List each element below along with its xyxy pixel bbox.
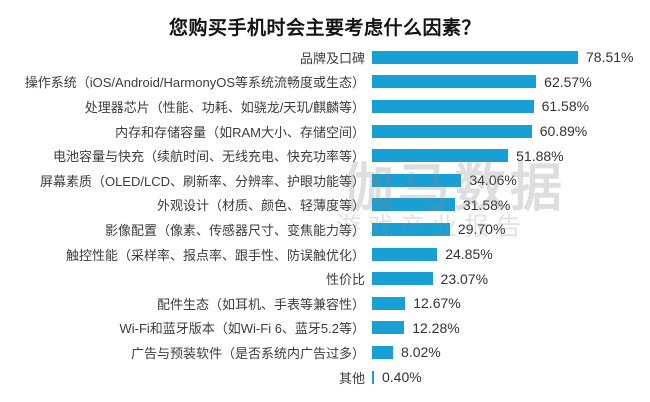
bar bbox=[372, 99, 534, 113]
bar bbox=[372, 75, 537, 89]
category-label: 性价比 bbox=[325, 272, 365, 288]
category-label: 配件生态（如耳机、手表等兼容性） bbox=[156, 296, 365, 312]
category-label: 电池容量与快充（续航时间、无线充电、快充功率等） bbox=[52, 149, 365, 165]
bar-wrap: 34.06% bbox=[372, 172, 650, 188]
chart-row: 触控性能（采样率、报点率、跟手性、防误触优化） 24.85% bbox=[0, 242, 650, 267]
category-label: 广告与预装软件（是否系统内广告过多） bbox=[130, 345, 365, 361]
category-label: Wi-Fi和蓝牙版本（如Wi-Fi 6、蓝牙5.2等） bbox=[119, 321, 365, 337]
chart-row: 影像配置（像素、传感器尺寸、变焦能力等） 29.70% bbox=[0, 217, 650, 242]
chart-row: Wi-Fi和蓝牙版本（如Wi-Fi 6、蓝牙5.2等） 12.28% bbox=[0, 316, 650, 341]
category-label: 品牌及口碑 bbox=[299, 50, 365, 66]
bar-wrap: 12.67% bbox=[372, 295, 650, 311]
category-label: 屏幕素质（OLED/LCD、刷新率、分辨率、护眼功能等） bbox=[39, 173, 365, 189]
bar-wrap: 12.28% bbox=[372, 320, 650, 336]
value-label: 60.89% bbox=[539, 123, 588, 140]
bar-wrap: 8.02% bbox=[372, 344, 650, 360]
category-label: 外观设计（材质、颜色、轻薄度等） bbox=[156, 198, 365, 214]
category-label: 操作系统（iOS/Android/HarmonyOS等系统流畅度或生态） bbox=[24, 75, 365, 91]
value-label: 23.07% bbox=[440, 270, 489, 287]
chart-row: 配件生态（如耳机、手表等兼容性） 12.67% bbox=[0, 291, 650, 316]
chart-row: 其他 0.40% bbox=[0, 365, 650, 390]
chart-row: 广告与预装软件（是否系统内广告过多） 8.02% bbox=[0, 340, 650, 365]
bar-rows: 品牌及口碑 78.51% 操作系统（iOS/Android/HarmonyOS等系统… bbox=[0, 45, 650, 389]
bar bbox=[372, 173, 462, 187]
bar-wrap: 31.58% bbox=[372, 197, 650, 213]
bar-wrap: 0.40% bbox=[372, 369, 650, 385]
bar bbox=[372, 124, 532, 138]
value-label: 8.02% bbox=[401, 344, 441, 361]
chart-row: 操作系统（iOS/Android/HarmonyOS等系统流畅度或生态） 62.5… bbox=[0, 70, 650, 95]
value-label: 29.70% bbox=[457, 221, 506, 238]
value-label: 12.28% bbox=[412, 319, 460, 336]
value-label: 34.06% bbox=[469, 172, 517, 189]
bar bbox=[372, 272, 433, 286]
bar bbox=[372, 247, 438, 261]
value-label: 51.88% bbox=[516, 147, 564, 164]
value-label: 0.40% bbox=[382, 369, 422, 386]
bar-wrap: 62.57% bbox=[372, 74, 650, 90]
bar bbox=[372, 198, 455, 212]
bar-wrap: 51.88% bbox=[372, 148, 650, 164]
bar bbox=[372, 345, 394, 359]
bar-wrap: 61.58% bbox=[372, 98, 650, 114]
value-label: 12.67% bbox=[413, 295, 461, 312]
bar bbox=[372, 149, 509, 163]
category-label: 内存和存储容量（如RAM大小、存储空间） bbox=[115, 124, 365, 140]
bar bbox=[372, 370, 374, 384]
value-label: 61.58% bbox=[541, 98, 590, 115]
value-label: 62.57% bbox=[544, 73, 592, 90]
chart-row: 外观设计（材质、颜色、轻薄度等） 31.58% bbox=[0, 193, 650, 218]
value-label: 78.51% bbox=[586, 49, 634, 66]
category-label: 其他 bbox=[338, 370, 365, 386]
bar-wrap: 78.51% bbox=[372, 49, 650, 65]
chart-title: 您购买手机时会主要考虑什么因素？ bbox=[168, 18, 481, 39]
bar bbox=[372, 296, 406, 310]
chart-row: 品牌及口碑 78.51% bbox=[0, 45, 650, 70]
value-label: 31.58% bbox=[462, 196, 511, 213]
bar bbox=[372, 222, 450, 236]
bar-wrap: 29.70% bbox=[372, 221, 650, 237]
chart-row: 处理器芯片（性能、功耗、如骁龙/天玑/麒麟等） 61.58% bbox=[0, 94, 650, 119]
bar-wrap: 60.89% bbox=[372, 123, 650, 139]
chart-row: 性价比 23.07% bbox=[0, 266, 650, 291]
category-label: 触控性能（采样率、报点率、跟手性、防误触优化） bbox=[65, 247, 365, 263]
value-label: 24.85% bbox=[445, 246, 493, 263]
chart-row: 电池容量与快充（续航时间、无线充电、快充功率等） 51.88% bbox=[0, 143, 650, 168]
bar-wrap: 23.07% bbox=[372, 271, 650, 287]
chart-row: 内存和存储容量（如RAM大小、存储空间） 60.89% bbox=[0, 119, 650, 144]
bar-wrap: 24.85% bbox=[372, 246, 650, 262]
category-label: 影像配置（像素、传感器尺寸、变焦能力等） bbox=[104, 222, 365, 238]
bar bbox=[372, 50, 578, 64]
chart-row: 屏幕素质（OLED/LCD、刷新率、分辨率、护眼功能等） 34.06% bbox=[0, 168, 650, 193]
category-label: 处理器芯片（性能、功耗、如骁龙/天玑/麒麟等） bbox=[84, 99, 365, 115]
bar bbox=[372, 321, 405, 335]
